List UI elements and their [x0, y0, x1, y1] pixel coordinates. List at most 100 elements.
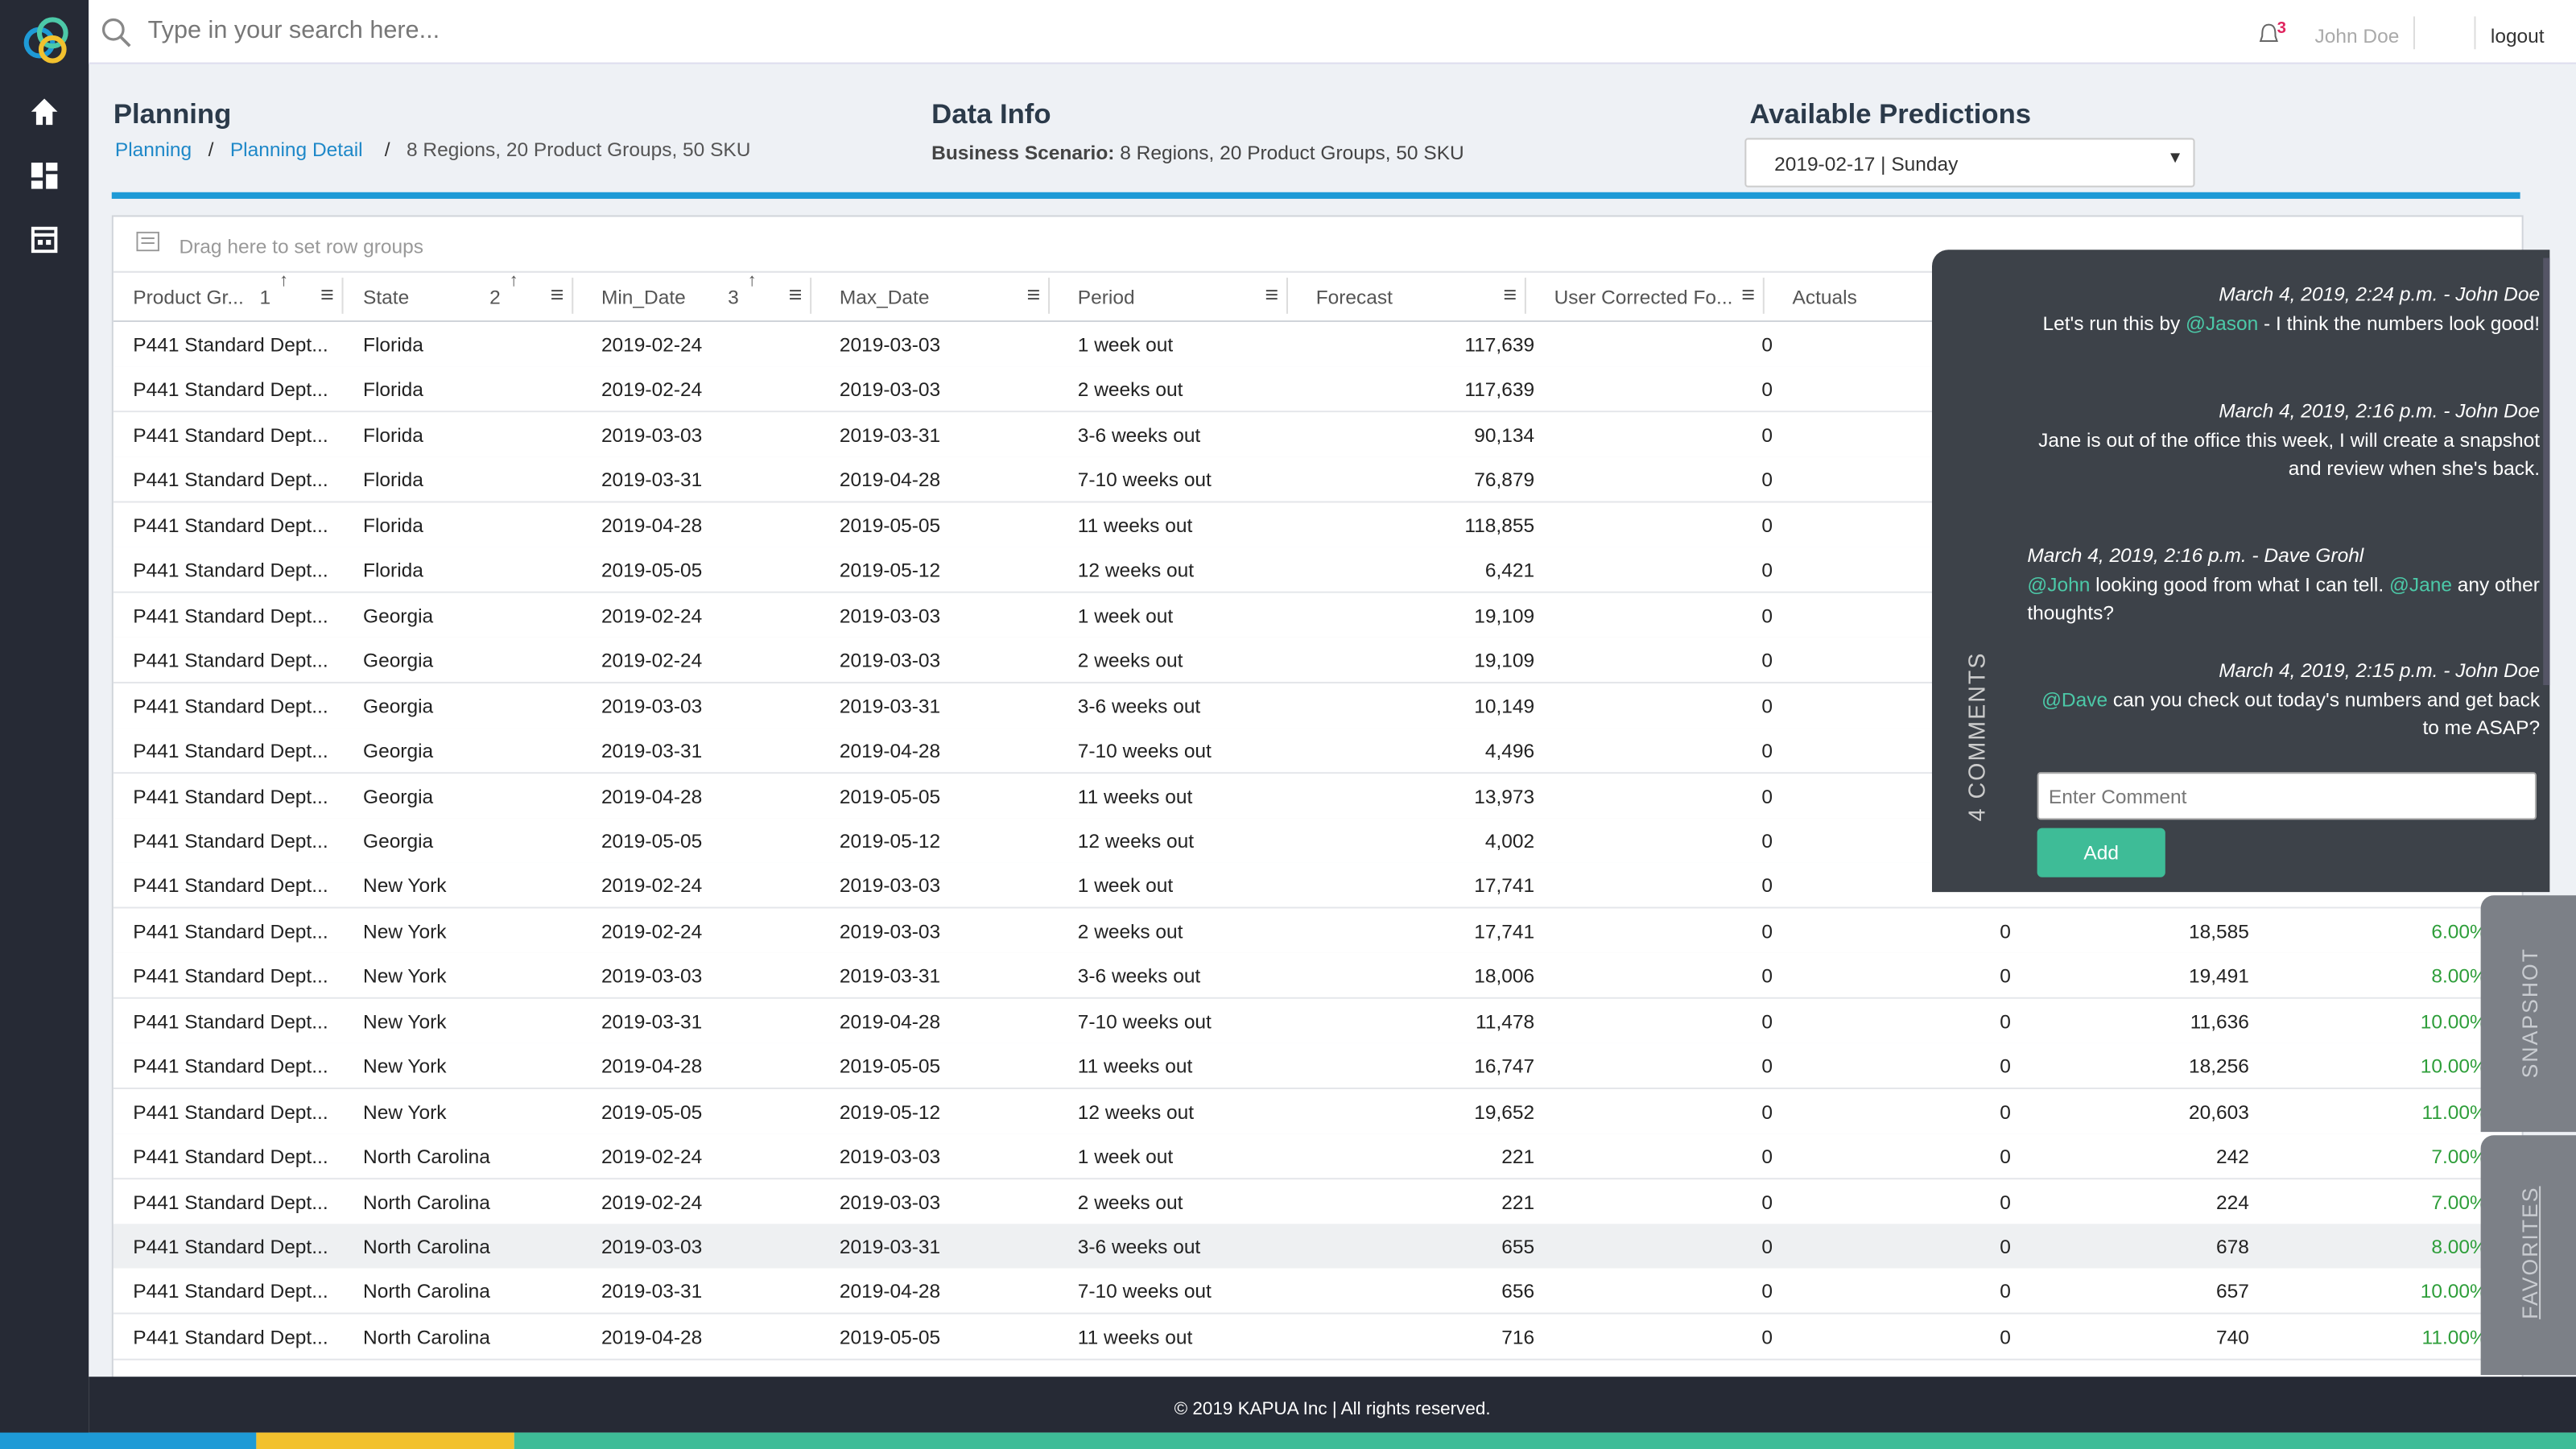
column-header[interactable]: User Corrected Fo... [1554, 286, 1733, 309]
grid-cell: 10.00% [2420, 1009, 2487, 1034]
grid-cell: North Carolina [363, 1280, 490, 1304]
prediction-select[interactable]: 2019-02-17 | Sunday ▼ [1744, 138, 2195, 188]
grid-row[interactable]: P441 Standard Dept... North Carolina 2019-… [113, 1269, 2522, 1315]
grid-cell: North Carolina [363, 1235, 490, 1259]
grid-cell: 2019-04-28 [601, 514, 703, 537]
grid-cell: 11.00% [2421, 1325, 2487, 1349]
comment-input[interactable]: Enter Comment [2037, 772, 2537, 820]
grid-cell: 2019-05-05 [601, 829, 703, 853]
grid-cell: 0 [1761, 1145, 1773, 1169]
grid-row[interactable]: P441 Standard Dept... North Carolina 2019-… [113, 1179, 2522, 1225]
grid-cell: 2019-03-03 [601, 694, 703, 718]
grid-cell: 0 [2000, 1235, 2011, 1259]
grid-row[interactable]: P441 Standard Dept... New York 2019-04-28 2… [113, 1043, 2522, 1090]
column-header[interactable]: Min_Date [601, 286, 686, 309]
mention[interactable]: @Dave [2041, 687, 2108, 711]
grid-cell: P441 Standard Dept... [133, 1145, 328, 1169]
grid-cell: New York [363, 964, 447, 989]
column-header[interactable]: Max_Date [839, 286, 930, 309]
grid-cell: 18,256 [2188, 1055, 2249, 1079]
grid-cell: 0 [1761, 829, 1773, 853]
grid-cell: New York [363, 1055, 447, 1079]
grid-cell: 11 weeks out [1077, 784, 1193, 808]
grid-cell: 740 [2215, 1325, 2249, 1349]
menu-icon[interactable]: ≡ [1026, 280, 1041, 308]
grid-cell: 2019-04-28 [839, 1009, 941, 1034]
selected-option: 2019-02-17 | Sunday [1774, 152, 1959, 176]
grid-cell: 2019-03-03 [601, 964, 703, 989]
calendar-icon[interactable] [31, 226, 58, 254]
user-name[interactable]: John Doe [2314, 24, 2400, 48]
mention[interactable]: @Jason [2186, 311, 2259, 335]
grid-cell: 0 [1761, 649, 1773, 672]
menu-icon[interactable]: ≡ [320, 280, 334, 308]
grid-cell: Florida [363, 514, 423, 537]
grid-cell: 1 week out [1077, 1145, 1174, 1169]
grid-row[interactable]: P441 Standard Dept... New York 2019-03-31 2… [113, 998, 2522, 1045]
grid-cell: 12 weeks out [1077, 829, 1195, 853]
grid-cell: North Carolina [363, 1145, 490, 1169]
menu-icon[interactable]: ≡ [1741, 280, 1755, 308]
grid-cell: 0 [1761, 784, 1773, 808]
grid-cell: Georgia [363, 604, 434, 627]
grid-row[interactable]: P441 Standard Dept... New York 2019-03-03 2… [113, 953, 2522, 1000]
tab-label[interactable]: SNAPSHOT [2517, 947, 2543, 1079]
column-header[interactable]: State [363, 286, 410, 309]
search-input[interactable]: Type in your search here... [147, 16, 440, 45]
grid-cell: 2019-05-05 [601, 1100, 703, 1124]
comment-meta: March 4, 2019, 2:16 p.m. - Dave Grohl [2027, 543, 2364, 568]
menu-icon[interactable]: ≡ [550, 280, 564, 308]
grid-cell: 0 [1761, 333, 1773, 357]
column-header[interactable]: Actuals [1792, 286, 1857, 309]
grid-cell: Georgia [363, 739, 434, 763]
grid-cell: 11 weeks out [1077, 1055, 1193, 1079]
grid-cell: 3-6 weeks out [1077, 423, 1201, 447]
grid-cell: 2019-05-05 [839, 1055, 941, 1079]
grid-cell: 76,879 [1474, 469, 1535, 492]
menu-icon[interactable]: ≡ [1503, 280, 1517, 308]
grid-cell: P441 Standard Dept... [133, 1190, 328, 1214]
grid-cell: 655 [1501, 1235, 1535, 1259]
tab-label[interactable]: FAVORITES [2517, 1186, 2543, 1319]
column-header[interactable]: Product Gr... [133, 286, 244, 309]
grid-cell: 0 [1761, 1280, 1773, 1304]
menu-icon[interactable]: ≡ [788, 280, 803, 308]
grid-cell: 117,639 [1464, 333, 1535, 357]
sort-index: 2 [489, 286, 501, 309]
crumb-link[interactable]: Planning Detail [229, 138, 363, 161]
logout-link[interactable]: logout [2490, 24, 2545, 48]
grid-row[interactable]: P441 Standard Dept... North Carolina 2019-… [113, 1314, 2522, 1360]
grid-cell: 3-6 weeks out [1077, 964, 1201, 989]
column-divider [1286, 277, 1288, 314]
bell-icon[interactable] [2259, 23, 2278, 47]
grid-cell: 0 [1761, 423, 1773, 447]
grid-cell: 2 weeks out [1077, 1190, 1183, 1214]
column-header[interactable]: Forecast [1315, 286, 1393, 309]
home-icon[interactable] [30, 97, 60, 126]
favorites-tab[interactable]: FAVORITES [2480, 1135, 2576, 1376]
dashboard-icon[interactable] [31, 163, 58, 189]
comments-count[interactable]: 4 COMMENTS [1963, 651, 1990, 822]
mention[interactable]: @Jane [2388, 572, 2452, 596]
grid-cell: 2019-03-31 [601, 1009, 703, 1034]
comment-meta: March 4, 2019, 2:16 p.m. - John Doe [2219, 398, 2541, 423]
separator [2474, 16, 2476, 50]
grid-cell: 2019-04-28 [839, 469, 941, 492]
grid-row[interactable]: P441 Standard Dept... New York 2019-02-24 2… [113, 908, 2522, 955]
grid-cell: 0 [2000, 1100, 2011, 1124]
menu-icon[interactable]: ≡ [1265, 280, 1279, 308]
crumb-link[interactable]: Planning [114, 138, 192, 161]
grid-cell: 10.00% [2420, 1280, 2487, 1304]
grid-cell: 7-10 weeks out [1077, 1280, 1212, 1304]
comment-body: @John looking good from what I can tell.… [2027, 571, 2540, 628]
comment-text: Let's run this by [2042, 311, 2186, 335]
grid-row[interactable]: P441 Standard Dept... North Carolina 2019-… [113, 1133, 2522, 1180]
notification-count[interactable]: 3 [2277, 19, 2286, 38]
grid-row[interactable]: P441 Standard Dept... New York 2019-05-05 2… [113, 1088, 2522, 1135]
grid-row[interactable]: P441 Standard Dept... North Carolina 2019-… [113, 1224, 2522, 1270]
mention[interactable]: @John [2027, 572, 2091, 596]
snapshot-tab[interactable]: SNAPSHOT [2480, 895, 2576, 1133]
column-header[interactable]: Period [1077, 286, 1135, 309]
add-button[interactable]: Add [2037, 828, 2165, 877]
comment-text: looking good from what I can tell. [2090, 572, 2389, 596]
